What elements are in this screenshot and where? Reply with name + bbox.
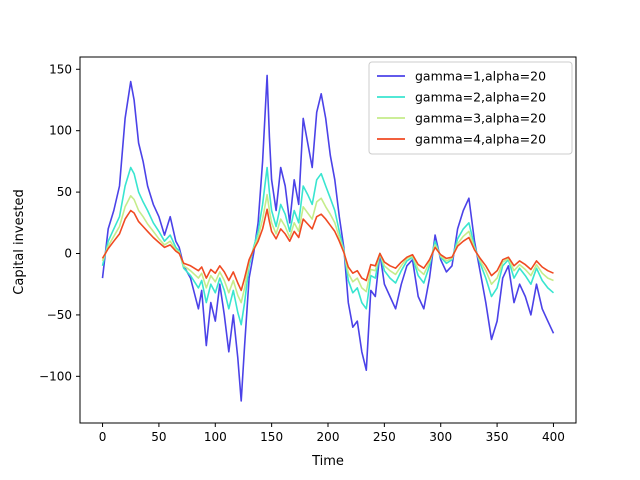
series-line-4 — [101, 208, 554, 292]
legend: gamma=1,alpha=20 gamma=2,alpha=20 gamma=3,… — [368, 61, 573, 155]
legend-box — [368, 61, 573, 155]
y-axis-ticks: −100 −50 0 50 100 150 — [39, 62, 80, 383]
x-tick-label: 400 — [542, 430, 565, 444]
x-tick-label: 250 — [373, 430, 396, 444]
y-axis-label: Capital invested — [12, 189, 27, 294]
x-tick-label: 350 — [486, 430, 509, 444]
x-tick-label: 50 — [151, 430, 166, 444]
series-layer — [101, 74, 555, 402]
x-tick-label: 0 — [99, 430, 107, 444]
x-tick-label: 300 — [429, 430, 452, 444]
y-tick-label: −100 — [39, 369, 72, 383]
y-tick-label: 50 — [57, 185, 72, 199]
x-axis-label: Time — [311, 454, 344, 469]
y-tick-label: −50 — [47, 308, 72, 322]
legend-label: gamma=1,alpha=20 — [415, 69, 546, 84]
x-tick-label: 200 — [317, 430, 340, 444]
legend-label: gamma=3,alpha=20 — [415, 111, 546, 126]
legend-label: gamma=4,alpha=20 — [415, 132, 546, 147]
x-tick-label: 150 — [260, 430, 283, 444]
x-tick-label: 100 — [204, 430, 227, 444]
series-line-1 — [101, 74, 555, 402]
y-tick-label: 100 — [49, 124, 72, 138]
y-tick-label: 150 — [49, 62, 72, 76]
y-tick-label: 0 — [64, 247, 72, 261]
legend-label: gamma=2,alpha=20 — [415, 90, 546, 105]
x-axis-ticks: 0 50 100 150 200 250 300 350 400 — [99, 423, 565, 444]
